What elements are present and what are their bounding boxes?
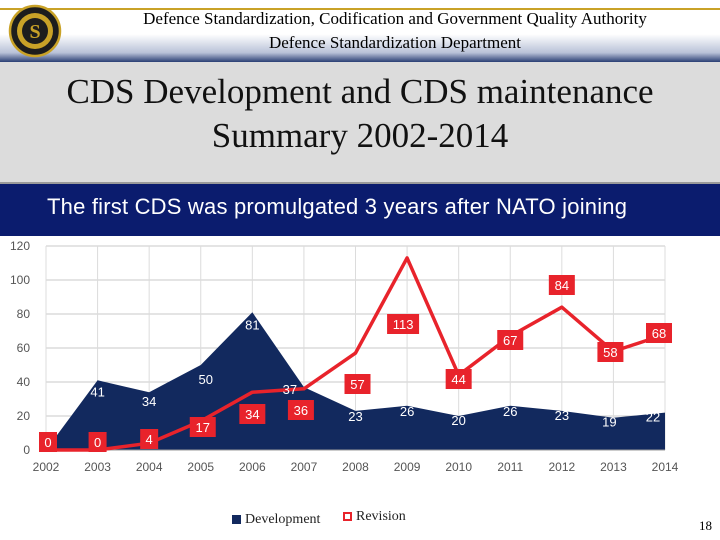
- development-data-label: 20: [451, 413, 465, 428]
- slide-title-line1: CDS Development and CDS maintenance: [66, 72, 654, 111]
- revision-label-box: [548, 275, 575, 295]
- revision-label-box: [239, 404, 266, 424]
- revision-point: [302, 387, 306, 391]
- revision-data-label: 0: [94, 435, 101, 450]
- development-data-label: 81: [245, 317, 259, 332]
- x-tick-label: 2006: [239, 460, 266, 474]
- y-tick-label: 80: [17, 307, 31, 321]
- revision-label-box: [140, 429, 159, 449]
- legend-revision-label: Revision: [356, 509, 406, 524]
- header-gold-line: [0, 8, 720, 10]
- revision-point: [405, 256, 409, 260]
- x-tick-label: 2007: [291, 460, 318, 474]
- development-data-labels: 41 34 50 81 37 23 26 20 26 23 19 22: [90, 317, 660, 429]
- svg-text:S: S: [29, 21, 40, 43]
- y-tick-label: 100: [10, 273, 30, 287]
- legend-development-label: Development: [245, 512, 321, 527]
- title-divider: [0, 182, 720, 184]
- y-tick-label: 40: [17, 375, 31, 389]
- chart-x-axis: 2002 2003 2004 2005 2006 2007 2008 2009 2010 2011…: [33, 460, 679, 474]
- chart-y-axis: 0 20 40 60 80 100 120: [10, 239, 30, 457]
- revision-label-box: [88, 432, 107, 452]
- development-area: [46, 312, 665, 450]
- x-tick-label: 2008: [342, 460, 369, 474]
- revision-data-label: 84: [555, 278, 569, 293]
- x-tick-label: 2013: [600, 460, 627, 474]
- y-tick-label: 60: [17, 341, 31, 355]
- x-tick-label: 2002: [33, 460, 60, 474]
- x-tick-label: 2014: [652, 460, 679, 474]
- page-number: 18: [699, 518, 712, 533]
- development-series: [46, 312, 665, 451]
- x-tick-label: 2003: [84, 460, 111, 474]
- revision-label-box: [287, 400, 314, 420]
- legend-development: Development: [232, 512, 320, 528]
- legend-revision: Revision: [343, 509, 406, 525]
- development-data-label: 34: [142, 394, 156, 409]
- agency-emblem-icon: S: [8, 4, 62, 58]
- header-band: S Defence Standardization, Codification …: [0, 0, 720, 62]
- revision-label-box: [646, 323, 672, 343]
- revision-data-label: 4: [146, 432, 153, 447]
- revision-data-label: 113: [393, 317, 414, 332]
- revision-label-box: [344, 374, 371, 394]
- header-agency-name: Defence Standardization, Codification an…: [143, 9, 647, 28]
- revision-label-box: [189, 417, 216, 437]
- revision-data-label: 68: [652, 326, 666, 341]
- development-data-label: 26: [503, 404, 517, 419]
- slide-title-line2: Summary 2002-2014: [211, 116, 509, 155]
- revision-data-label: 67: [503, 333, 517, 348]
- slide-title: CDS Development and CDS maintenance Summ…: [0, 70, 720, 158]
- revision-label-box: [39, 432, 57, 452]
- development-data-label: 26: [400, 404, 414, 419]
- development-data-label: 23: [348, 409, 362, 424]
- revision-label-box: [497, 330, 524, 350]
- x-tick-label: 2010: [445, 460, 472, 474]
- revision-data-label: 58: [603, 345, 617, 360]
- revision-data-labels: 0 0 4 17 34 36 57 113 44 67 84 58 68: [39, 275, 672, 452]
- y-tick-label: 20: [17, 409, 31, 423]
- y-tick-label: 120: [10, 239, 30, 253]
- subtitle-bar: The first CDS was promulgated 3 years af…: [0, 184, 720, 236]
- x-tick-label: 2012: [548, 460, 575, 474]
- legend-development-swatch: [232, 515, 241, 525]
- header-department-name: Defence Standardization Department: [268, 33, 522, 52]
- revision-point: [354, 351, 357, 355]
- development-data-label: 22: [646, 410, 660, 425]
- revision-data-label: 44: [451, 372, 465, 387]
- revision-label-box: [597, 342, 624, 362]
- x-tick-label: 2004: [136, 460, 163, 474]
- revision-data-label: 0: [44, 435, 51, 450]
- revision-data-label: 36: [294, 403, 308, 418]
- legend-revision-swatch: [343, 512, 352, 522]
- x-tick-label: 2011: [497, 460, 523, 474]
- revision-point: [560, 305, 564, 309]
- revision-data-label: 34: [245, 407, 259, 422]
- development-data-label: 41: [90, 384, 104, 399]
- development-data-label: 23: [555, 408, 569, 423]
- x-tick-label: 2005: [187, 460, 214, 474]
- development-data-label: 50: [199, 372, 213, 387]
- slide-subtitle: The first CDS was promulgated 3 years af…: [47, 194, 628, 219]
- revision-label-box: [387, 314, 420, 334]
- development-data-label: 19: [602, 415, 616, 430]
- revision-point: [250, 390, 254, 394]
- x-tick-label: 2009: [394, 460, 421, 474]
- y-tick-label: 0: [23, 443, 30, 457]
- development-data-label: 37: [283, 382, 297, 397]
- title-box: CDS Development and CDS maintenance Summ…: [0, 62, 720, 184]
- revision-data-label: 57: [350, 377, 364, 392]
- revision-data-label: 17: [196, 420, 210, 435]
- revision-label-box: [445, 369, 472, 389]
